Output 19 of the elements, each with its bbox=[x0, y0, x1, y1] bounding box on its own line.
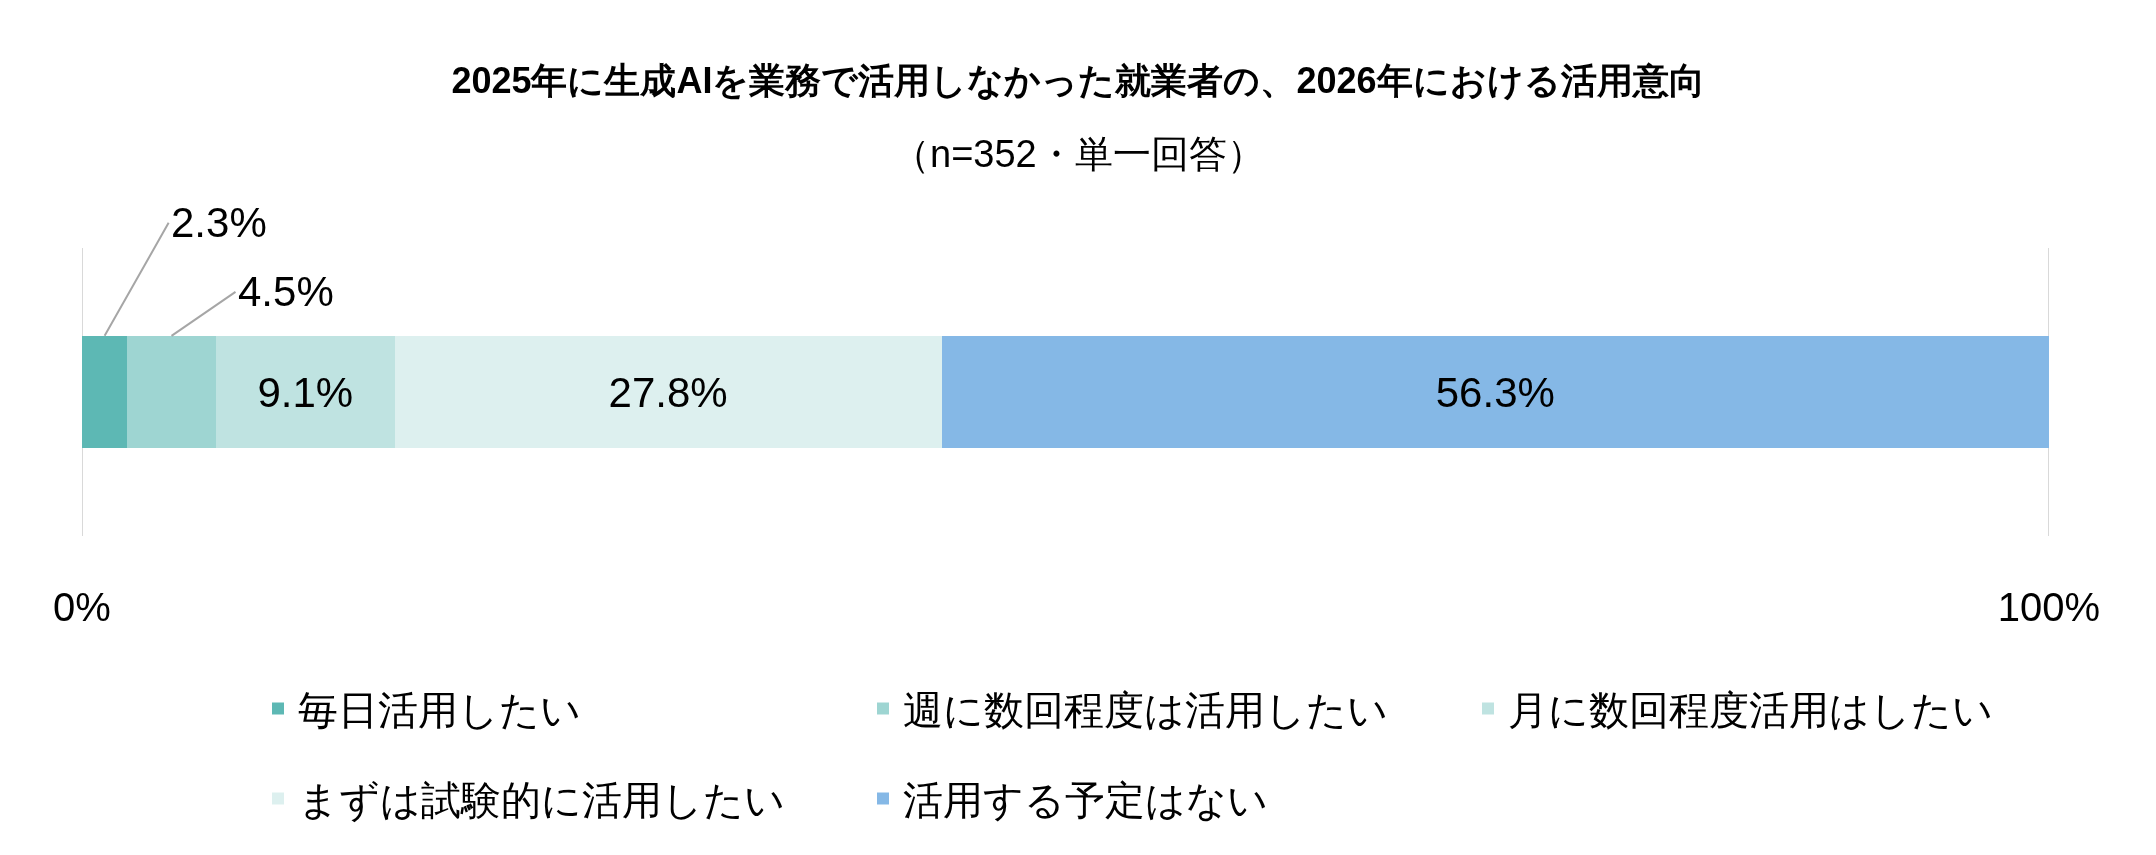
bar bbox=[394, 335, 942, 449]
x-tick-label: 100% bbox=[1997, 585, 2101, 629]
data-label: 9.1% bbox=[257, 368, 354, 416]
chart-title: 2025年に生成AIを業務で活用しなかった就業者の、2026年における活用意向 bbox=[451, 59, 1705, 101]
bar bbox=[941, 335, 2049, 449]
chart-subtitle: （n=352・単一回答） bbox=[892, 133, 1265, 175]
data-label: 4.5% bbox=[238, 268, 334, 315]
legend-label: 毎日活用したい bbox=[298, 688, 581, 733]
data-label: 27.8% bbox=[608, 368, 728, 416]
data-label: 2.3% bbox=[171, 199, 267, 246]
bar bbox=[215, 335, 395, 449]
bar bbox=[127, 335, 216, 449]
legend-label: 活用する予定はない bbox=[903, 778, 1268, 823]
legend-label: 月に数回程度活用はしたい bbox=[1508, 688, 1993, 733]
data-label: 56.3% bbox=[1435, 368, 1555, 416]
x-tick-label: 0% bbox=[53, 585, 111, 629]
legend-label: まずは試験的に活用したい bbox=[298, 778, 785, 824]
legend-label: 週に数回程度は活用したい bbox=[903, 688, 1388, 733]
bar bbox=[82, 335, 128, 449]
